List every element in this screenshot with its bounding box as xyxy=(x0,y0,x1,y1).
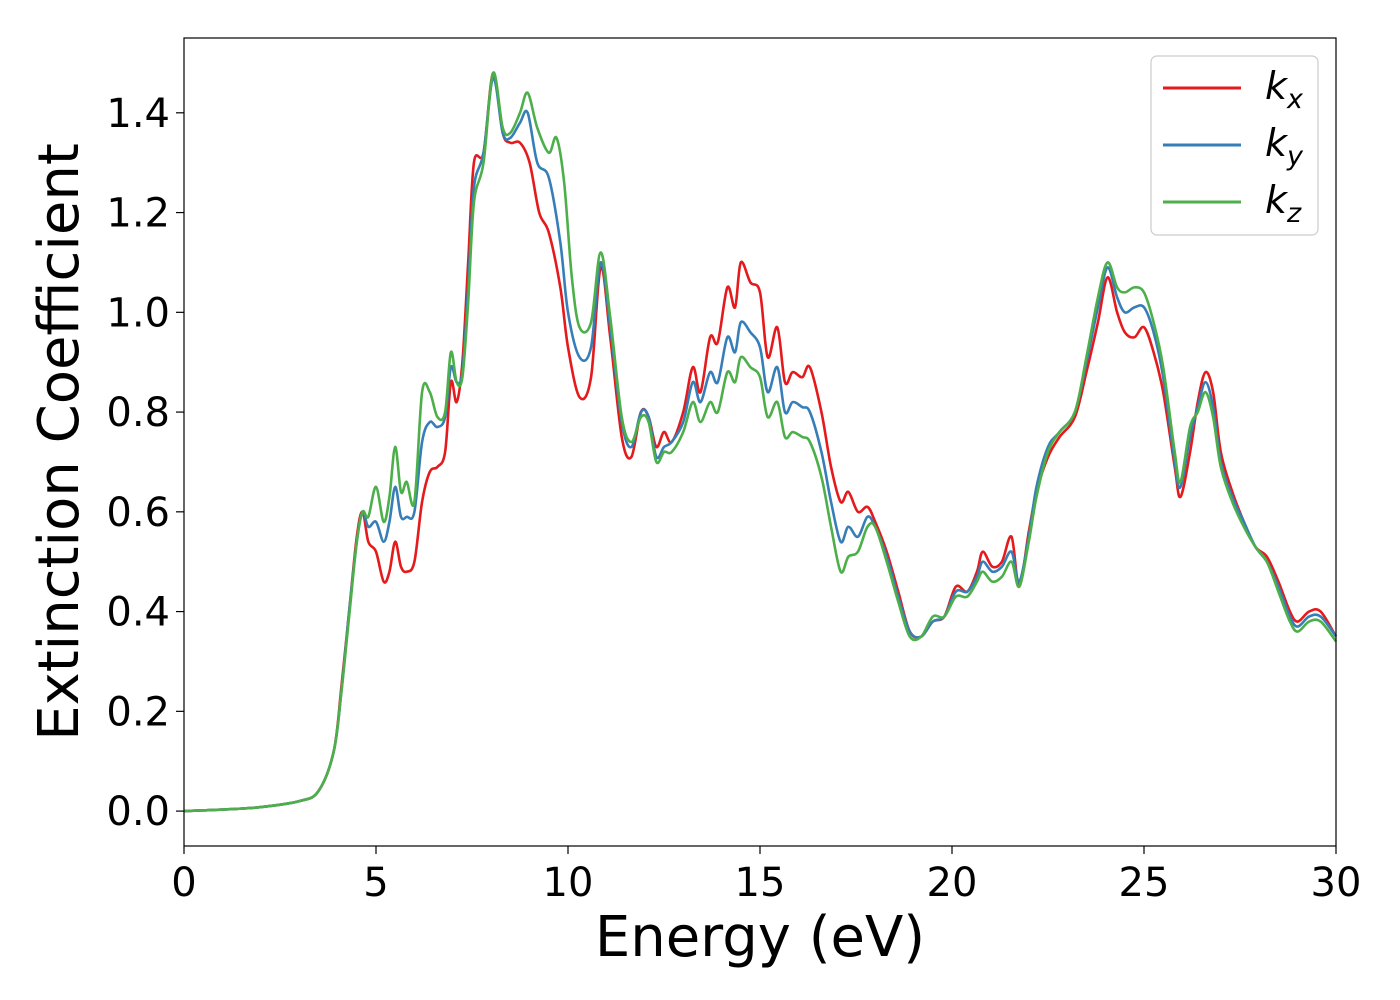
y-tick-label: 1.2 xyxy=(106,191,170,237)
series-line-y xyxy=(183,76,1338,813)
y-tick-label: 0.2 xyxy=(106,689,170,735)
y-tick-label: 0.6 xyxy=(106,490,170,536)
series-line-z xyxy=(183,71,1338,813)
x-tick-label: 0 xyxy=(171,860,196,906)
x-tick-label: 15 xyxy=(735,860,786,906)
y-tick-label: 1.0 xyxy=(106,290,170,336)
x-tick-label: 10 xyxy=(543,860,594,906)
y-tick-label: 0.8 xyxy=(106,390,170,436)
x-axis: 0 5 10 15 20 25 30 xyxy=(171,846,1361,906)
x-tick-label: 20 xyxy=(927,860,978,906)
y-tick-label: 0.0 xyxy=(106,789,170,835)
x-axis-label: Energy (eV) xyxy=(595,905,925,970)
x-tick-label: 5 xyxy=(363,860,388,906)
y-tick-label: 0.4 xyxy=(106,590,170,636)
x-tick-label: 30 xyxy=(1311,860,1362,906)
legend: kx ky kz xyxy=(1150,55,1319,236)
y-axis: 0.0 0.2 0.4 0.6 0.8 1.0 1.2 1.4 xyxy=(106,91,184,835)
x-tick-label: 25 xyxy=(1119,860,1170,906)
y-axis-label: Extinction Coefficient xyxy=(27,143,92,741)
legend-label-z: kz xyxy=(1265,178,1302,229)
y-tick-label: 1.4 xyxy=(106,91,170,137)
series-line-x xyxy=(183,71,1338,813)
legend-label-x: kx xyxy=(1265,64,1304,115)
legend-label-y: ky xyxy=(1265,121,1304,172)
series-layer xyxy=(183,71,1338,813)
